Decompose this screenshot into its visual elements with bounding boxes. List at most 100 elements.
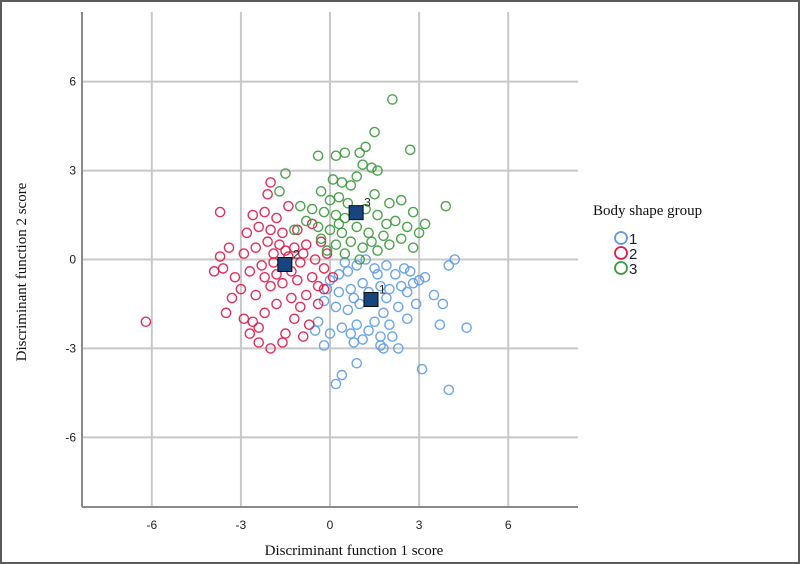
data-point [413, 274, 425, 286]
data-point [268, 248, 279, 259]
data-point [253, 221, 265, 233]
data-point [315, 186, 327, 197]
centroid-marker-group-3 [348, 205, 364, 221]
data-point [333, 191, 345, 203]
data-point [253, 322, 265, 333]
centroid-label: 1 [379, 283, 386, 297]
data-point [208, 266, 220, 277]
data-point [384, 319, 395, 331]
data-point [265, 280, 276, 292]
data-point [419, 271, 431, 283]
data-point [333, 269, 345, 280]
data-point [217, 263, 229, 274]
data-point [238, 248, 250, 259]
data-point [357, 159, 368, 170]
data-point [271, 212, 282, 224]
x-axis-label: Discriminant function 1 score [265, 543, 444, 559]
data-point [274, 239, 285, 250]
data-point [303, 319, 315, 331]
data-point [312, 221, 324, 233]
data-point [336, 177, 348, 188]
data-point [354, 147, 366, 159]
centroid-label: 2 [293, 248, 300, 262]
data-point [351, 221, 363, 233]
data-point [292, 274, 303, 286]
data-point [443, 384, 455, 396]
y-tick-label: 0 [69, 253, 76, 267]
data-point [410, 298, 422, 310]
data-point [440, 200, 452, 212]
x-tick-label: 3 [416, 518, 423, 532]
data-point [348, 337, 360, 348]
data-point [345, 236, 357, 248]
data-point [333, 218, 345, 230]
data-point [318, 295, 330, 307]
data-point [283, 200, 294, 212]
data-point [250, 289, 262, 301]
data-point [357, 242, 368, 253]
y-tick-label: -6 [65, 430, 76, 444]
data-point [259, 271, 270, 283]
data-point [315, 233, 327, 245]
data-point [244, 328, 256, 339]
data-point [461, 322, 472, 333]
data-point [428, 289, 440, 301]
data-point [407, 242, 419, 253]
y-tick-label: 6 [69, 75, 76, 89]
data-point [226, 292, 238, 304]
legend-item-label: 3 [629, 261, 637, 278]
data-point [271, 298, 282, 310]
data-point [363, 325, 374, 336]
data-point [327, 271, 339, 283]
data-point [375, 340, 386, 351]
data-point [339, 147, 351, 159]
data-point [220, 307, 232, 319]
data-point [339, 248, 351, 259]
data-point [437, 298, 449, 310]
data-points [140, 94, 472, 396]
data-point [324, 224, 336, 236]
data-point [306, 218, 318, 230]
data-point [214, 251, 226, 262]
data-point [250, 242, 262, 253]
data-point [262, 236, 273, 248]
data-point [369, 263, 380, 274]
data-point [309, 254, 321, 265]
data-point [369, 316, 380, 328]
gridlines [82, 12, 578, 507]
data-point [342, 304, 354, 316]
data-point [229, 271, 241, 283]
data-point [330, 150, 342, 162]
data-point [297, 331, 309, 342]
data-point [330, 209, 342, 221]
data-point [366, 162, 377, 173]
group-centroids: 1 2 3 [277, 196, 386, 308]
data-point [404, 266, 416, 277]
data-point [289, 313, 300, 325]
data-point [336, 227, 348, 239]
data-point [384, 239, 395, 250]
data-point [289, 224, 300, 236]
data-point [378, 230, 389, 242]
data-point [330, 378, 342, 390]
centroid-marker-group-1 [363, 292, 379, 308]
data-point [324, 328, 336, 339]
data-point [297, 248, 309, 259]
y-tick-label: -3 [65, 341, 76, 355]
data-point [339, 212, 351, 224]
data-point [259, 307, 270, 319]
data-point [265, 343, 276, 354]
data-point [360, 141, 371, 153]
data-point [413, 227, 425, 239]
series-2-points [140, 177, 339, 354]
data-point [345, 328, 357, 339]
data-point [342, 197, 354, 209]
data-point [393, 301, 404, 313]
data-point [241, 227, 253, 239]
data-point [253, 337, 265, 348]
data-point [336, 369, 348, 381]
data-point [434, 319, 446, 331]
data-point [381, 218, 392, 230]
x-tick-label: -3 [236, 518, 247, 532]
